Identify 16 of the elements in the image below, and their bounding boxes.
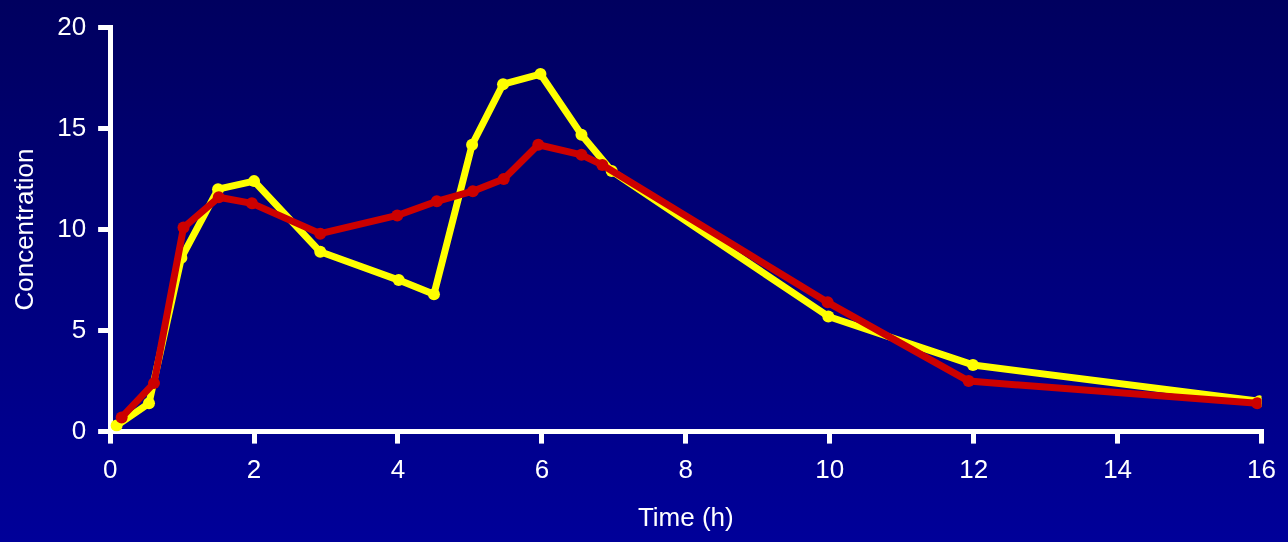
x-tick-label: 2 bbox=[246, 454, 262, 485]
y-tick-label: 20 bbox=[57, 10, 87, 41]
x-tick-label: 12 bbox=[959, 454, 989, 485]
x-tick-label: 8 bbox=[678, 454, 694, 485]
x-tick-label: 10 bbox=[815, 454, 845, 485]
x-tick-label: 14 bbox=[1103, 454, 1133, 485]
y-tick-label: 15 bbox=[57, 111, 87, 142]
x-tick-label: 4 bbox=[390, 454, 406, 485]
y-tick-label: 10 bbox=[57, 212, 87, 243]
y-axis-title: Concentration bbox=[8, 148, 39, 311]
x-tick-label: 6 bbox=[534, 454, 550, 485]
y-tick-label: 0 bbox=[71, 414, 87, 445]
x-tick-label: 16 bbox=[1247, 454, 1276, 485]
x-tick-label: 0 bbox=[102, 454, 118, 485]
x-axis-title: Time (h) bbox=[637, 501, 734, 532]
y-tick-label: 5 bbox=[71, 313, 87, 344]
